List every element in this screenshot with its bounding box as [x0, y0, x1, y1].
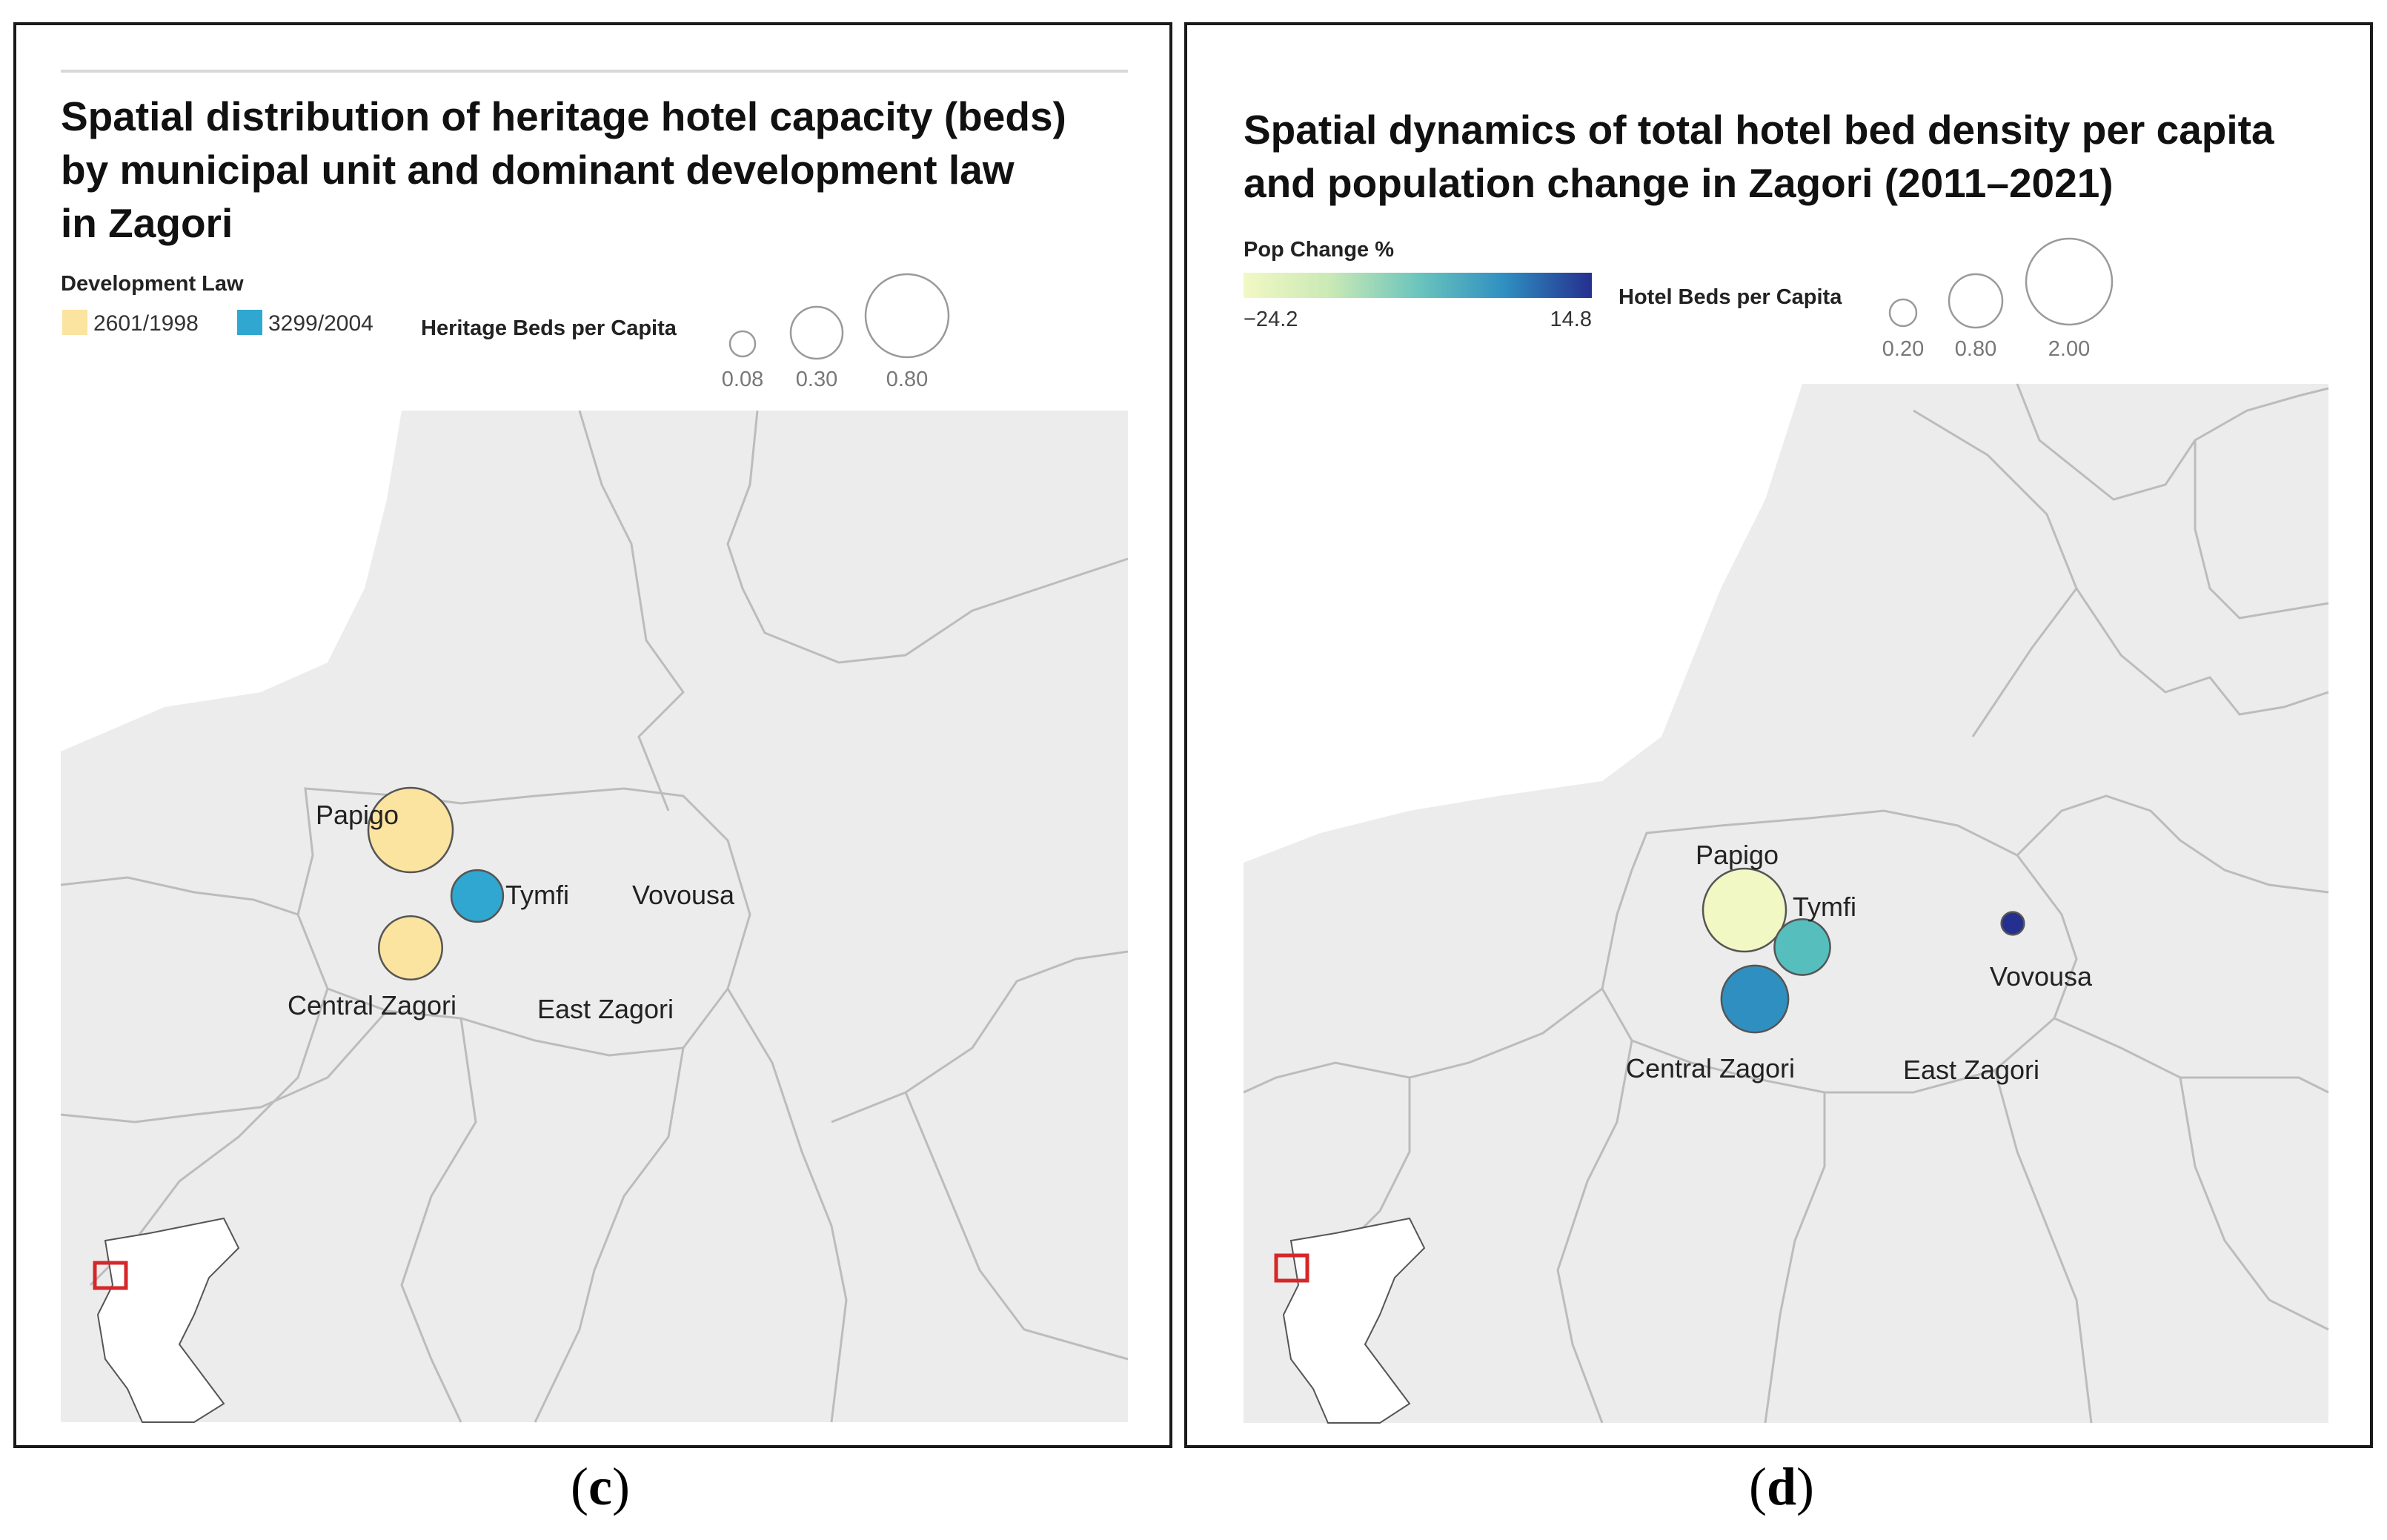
place-label-east-zagori: East Zagori: [537, 994, 674, 1024]
legend-law-item-3299: 3299/2004: [268, 311, 374, 336]
map-area-c: [60, 410, 1129, 1423]
inset-location-box: [1274, 1253, 1309, 1283]
legend-size-circle-mid: [789, 305, 844, 360]
legend-size-value-small: 0.20: [1882, 337, 1924, 361]
legend-pop-min: −24.2: [1244, 308, 1298, 331]
place-label-vovousa: Vovousa: [632, 880, 735, 910]
place-label-papigo: Papigo: [1696, 840, 1779, 870]
bubble-tymfi: [1773, 918, 1831, 976]
bubble-central-zagori: [378, 915, 443, 980]
legend-size-value-mid: 0.80: [1955, 337, 1996, 361]
legend-size-value-mid: 0.30: [796, 368, 837, 391]
panel-d-svg: Spatial dynamics of total hotel bed dens…: [1243, 107, 2329, 1424]
place-label-central-zagori: Central Zagori: [288, 990, 457, 1020]
legend-size-circle-small: [1888, 298, 1918, 328]
legend-size-title: Heritage Beds per Capita: [421, 316, 677, 340]
legend-size-circle-large: [2025, 237, 2114, 326]
legend-size-title: Hotel Beds per Capita: [1619, 285, 1842, 309]
place-label-central-zagori: Central Zagori: [1626, 1053, 1795, 1083]
caption-letter-d: d: [1766, 1457, 1797, 1516]
land-mass: [61, 411, 1128, 1422]
legend-pop-title: Pop Change %: [1244, 238, 1394, 262]
admin-borders: [60, 410, 1129, 1423]
legend-size-value-large: 2.00: [2048, 337, 2090, 361]
inset-greece: [96, 1217, 240, 1423]
legend-size-value-small: 0.08: [722, 368, 763, 391]
caption-letter-c: c: [588, 1457, 612, 1516]
inset-location-box: [93, 1261, 128, 1290]
admin-borders: [1243, 383, 2329, 1424]
bubble-papigo: [1702, 867, 1787, 953]
map-title-line1: Spatial distribution of heritage hotel c…: [61, 93, 1066, 139]
panel-c: Spatial distribution of heritage hotel c…: [13, 22, 1172, 1448]
legend-size-value-large: 0.80: [886, 368, 928, 391]
legend-size-circle-small: [728, 330, 757, 358]
panel-d: Spatial dynamics of total hotel bed dens…: [1184, 22, 2373, 1448]
bubble-central-zagori: [1720, 964, 1790, 1034]
legend-size-circle-mid: [1948, 273, 2004, 329]
legend-pop-max: 14.8: [1550, 308, 1592, 331]
map-title-line2: and population change in Zagori (2011–20…: [1244, 160, 2114, 206]
place-label-tymfi: Tymfi: [505, 880, 569, 910]
place-label-papigo: Papigo: [316, 800, 399, 830]
map-title-line1: Spatial dynamics of total hotel bed dens…: [1244, 107, 2274, 153]
legend-size-circle-large: [864, 273, 950, 359]
place-label-east-zagori: East Zagori: [1903, 1055, 2039, 1085]
bubble-vovousa: [2000, 911, 2025, 936]
caption-c: (c): [571, 1457, 630, 1516]
place-label-vovousa: Vovousa: [1990, 961, 2093, 992]
legend-law-title: Development Law: [61, 272, 244, 296]
legend-law-item-2601: 2601/1998: [93, 311, 199, 336]
bubbles-layer-d: [1702, 867, 2025, 1034]
map-title-line3: in Zagori: [61, 200, 233, 246]
caption-d: (d): [1748, 1457, 1814, 1516]
legend-pop-colorbar: [1244, 273, 1592, 298]
map-title-line2: by municipal unit and dominant developme…: [61, 147, 1015, 193]
inset-greece: [1282, 1217, 1426, 1424]
place-label-tymfi: Tymfi: [1793, 892, 1856, 922]
bubble-tymfi: [450, 869, 505, 923]
legend-swatch-2601: [62, 310, 87, 335]
bubbles-layer-c: [367, 786, 505, 980]
bubble-papigo: [367, 786, 454, 874]
legend-swatch-3299: [237, 310, 262, 335]
panel-c-svg: Spatial distribution of heritage hotel c…: [60, 70, 1129, 1423]
